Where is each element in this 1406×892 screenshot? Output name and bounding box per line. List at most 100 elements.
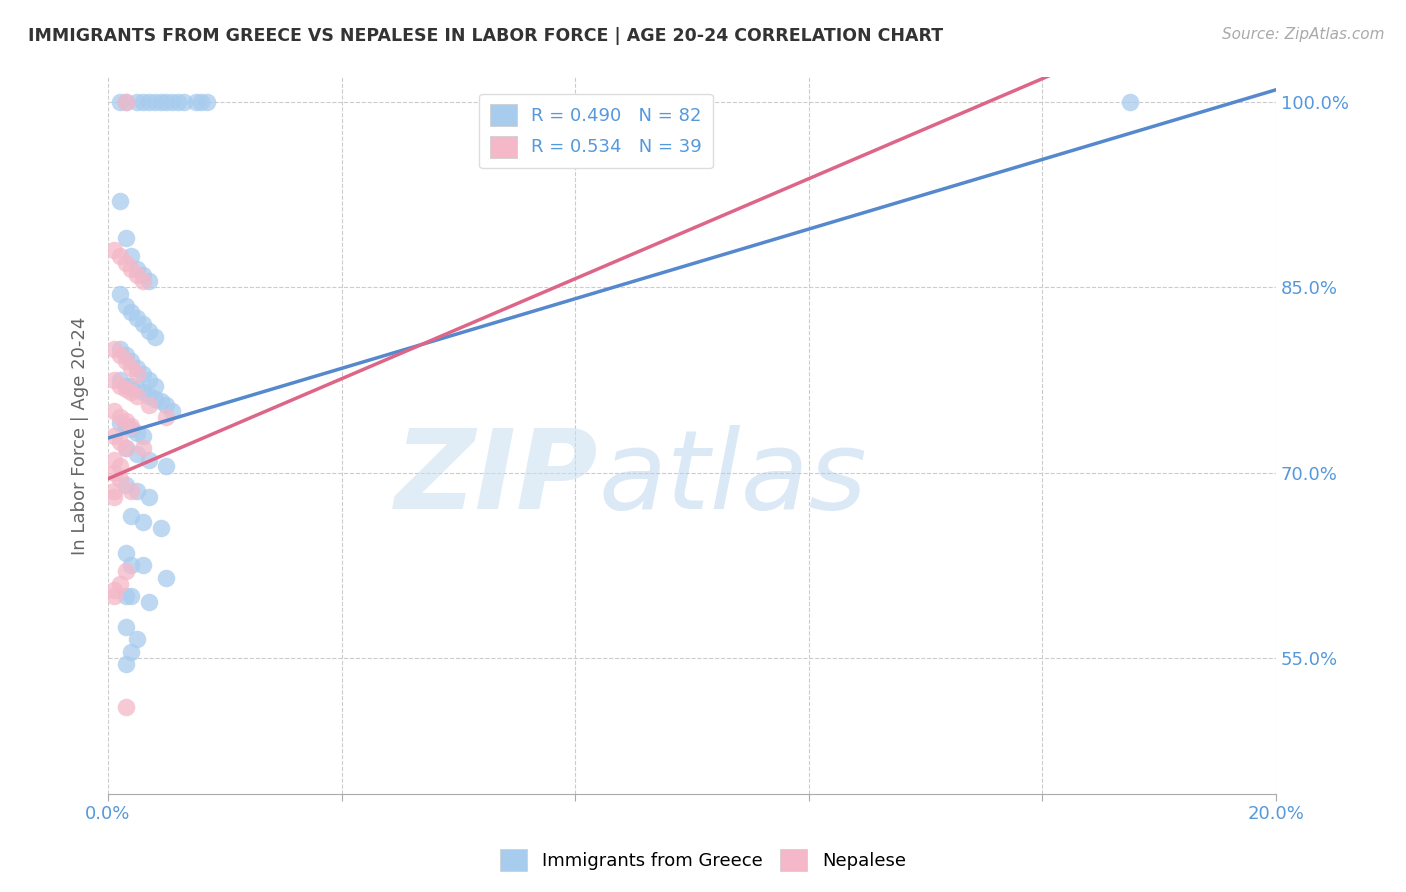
Point: [108, 342, 131, 356]
Point: [114, 231, 136, 245]
Point: [127, 311, 149, 326]
Point: [108, 286, 131, 301]
Point: [114, 382, 136, 396]
Point: [155, 398, 177, 412]
Point: [120, 250, 142, 264]
Point: [132, 274, 155, 288]
Point: [103, 466, 125, 480]
Point: [114, 657, 136, 671]
Point: [103, 589, 125, 603]
Point: [132, 318, 155, 332]
Point: [103, 244, 125, 258]
Point: [127, 382, 149, 396]
Point: [103, 428, 125, 442]
Point: [149, 521, 172, 535]
Point: [132, 95, 155, 110]
Point: [108, 95, 131, 110]
Point: [108, 373, 131, 387]
Point: [127, 95, 149, 110]
Point: [108, 348, 131, 362]
Point: [114, 354, 136, 368]
Point: [120, 305, 142, 319]
Point: [108, 459, 131, 474]
Y-axis label: In Labor Force | Age 20-24: In Labor Force | Age 20-24: [72, 317, 89, 555]
Point: [108, 472, 131, 486]
Text: atlas: atlas: [599, 425, 868, 532]
Point: [143, 379, 166, 393]
Point: [114, 95, 136, 110]
Point: [108, 379, 131, 393]
Point: [114, 620, 136, 634]
Point: [120, 261, 142, 276]
Point: [160, 404, 183, 418]
Point: [120, 589, 142, 603]
Point: [132, 441, 155, 455]
Point: [173, 95, 195, 110]
Point: [114, 414, 136, 428]
Point: [103, 404, 125, 418]
Point: [127, 632, 149, 647]
Point: [120, 418, 142, 433]
Point: [184, 95, 207, 110]
Point: [114, 255, 136, 269]
Point: [114, 441, 136, 455]
Point: [132, 515, 155, 529]
Point: [127, 389, 149, 403]
Point: [120, 558, 142, 573]
Point: [132, 428, 155, 442]
Point: [103, 484, 125, 499]
Point: [114, 546, 136, 560]
Point: [138, 595, 160, 609]
Point: [114, 589, 136, 603]
Point: [155, 570, 177, 584]
Text: IMMIGRANTS FROM GREECE VS NEPALESE IN LABOR FORCE | AGE 20-24 CORRELATION CHART: IMMIGRANTS FROM GREECE VS NEPALESE IN LA…: [28, 27, 943, 45]
Point: [103, 453, 125, 467]
Point: [120, 508, 142, 523]
Point: [114, 478, 136, 492]
Point: [103, 342, 125, 356]
Point: [103, 582, 125, 597]
Point: [149, 394, 172, 409]
Point: [103, 373, 125, 387]
Legend: Immigrants from Greece, Nepalese: Immigrants from Greece, Nepalese: [494, 842, 912, 879]
Point: [120, 645, 142, 659]
Point: [108, 410, 131, 425]
Point: [114, 565, 136, 579]
Point: [108, 576, 131, 591]
Point: [127, 426, 149, 441]
Point: [149, 95, 172, 110]
Point: [114, 348, 136, 362]
Point: [138, 324, 160, 338]
Point: [120, 379, 142, 393]
Point: [108, 416, 131, 430]
Point: [120, 422, 142, 436]
Point: [132, 268, 155, 282]
Legend: R = 0.490   N = 82, R = 0.534   N = 39: R = 0.490 N = 82, R = 0.534 N = 39: [479, 94, 713, 169]
Point: [155, 410, 177, 425]
Point: [143, 95, 166, 110]
Point: [120, 385, 142, 400]
Point: [120, 360, 142, 375]
Point: [108, 194, 131, 208]
Point: [127, 484, 149, 499]
Point: [114, 418, 136, 433]
Point: [120, 484, 142, 499]
Point: [108, 250, 131, 264]
Point: [195, 95, 218, 110]
Point: [155, 95, 177, 110]
Point: [155, 459, 177, 474]
Point: [132, 367, 155, 381]
Point: [143, 392, 166, 406]
Point: [114, 700, 136, 714]
Point: [138, 95, 160, 110]
Point: [132, 385, 155, 400]
Point: [1119, 95, 1142, 110]
Point: [132, 558, 155, 573]
Point: [127, 367, 149, 381]
Point: [138, 398, 160, 412]
Point: [127, 360, 149, 375]
Point: [114, 299, 136, 313]
Point: [127, 447, 149, 461]
Point: [120, 354, 142, 368]
Point: [114, 95, 136, 110]
